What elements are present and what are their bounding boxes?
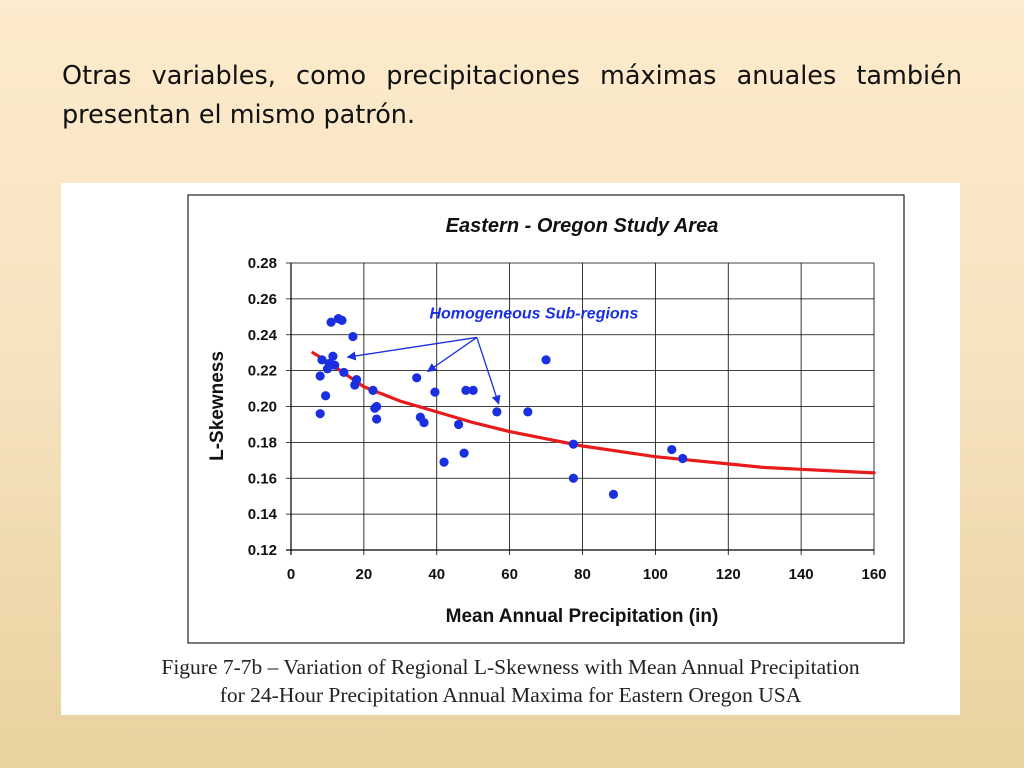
y-tick-label: 0.16 (248, 470, 277, 487)
data-point (372, 414, 382, 424)
data-point (348, 331, 358, 342)
caption-line-1: Figure 7-7b – Variation of Regional L-Sk… (161, 655, 860, 679)
annotation-arrow (346, 336, 477, 361)
data-point (330, 360, 340, 370)
annotation-layer: Homogeneous Sub-regions (346, 306, 638, 405)
annotation-label: Homogeneous Sub-regions (429, 306, 638, 323)
data-point (568, 473, 578, 483)
x-tick-label: 140 (789, 566, 814, 583)
data-point (321, 391, 331, 401)
data-point (372, 401, 382, 412)
caption-line-2: for 24-Hour Precipitation Annual Maxima … (219, 683, 802, 707)
data-point (339, 367, 349, 378)
chart-frame (187, 194, 905, 644)
data-point (492, 407, 502, 417)
y-tick-label: 0.12 (248, 542, 277, 559)
data-point (454, 419, 464, 430)
y-tick-label: 0.14 (248, 506, 278, 523)
data-point (419, 418, 429, 428)
annotation-arrow (476, 337, 501, 405)
data-point (568, 439, 578, 449)
x-axis-label: Mean Annual Precipitation (in) (446, 606, 719, 627)
data-point (468, 385, 478, 395)
data-point (326, 317, 336, 327)
data-point (459, 448, 469, 458)
data-point (315, 371, 325, 381)
y-axis-label: L-Skewness (207, 351, 228, 461)
data-point (351, 374, 362, 385)
x-tick-label: 120 (716, 566, 741, 583)
data-point (337, 315, 347, 325)
data-point (430, 387, 440, 397)
data-points-layer (315, 314, 688, 499)
grid-lines (286, 262, 875, 555)
data-point (315, 409, 325, 419)
x-tick-label: 60 (501, 566, 518, 583)
x-tick-label: 80 (574, 566, 591, 583)
y-tick-label: 0.26 (248, 291, 277, 308)
data-point (317, 355, 327, 365)
data-point (412, 373, 422, 383)
chart-title: Eastern - Oregon Study Area (446, 215, 719, 237)
data-point (678, 453, 688, 464)
figure-image: Eastern - Oregon Study Area Mean Annual … (61, 183, 960, 715)
y-tick-label: 0.28 (248, 255, 277, 272)
trend-curve (311, 351, 876, 475)
x-tick-label: 160 (861, 566, 886, 583)
x-tick-label: 100 (643, 566, 668, 583)
x-tick-label: 40 (428, 566, 445, 583)
y-tick-label: 0.20 (248, 399, 277, 416)
trend-curve-layer (311, 351, 876, 475)
x-tick-label: 20 (356, 566, 373, 583)
figure-caption: Figure 7-7b – Variation of Regional L-Sk… (61, 653, 960, 709)
slide-text-line-2: presentan el mismo patrón. (62, 100, 416, 130)
y-tick-label: 0.18 (248, 434, 277, 451)
y-tick-label: 0.22 (248, 363, 277, 380)
y-tick-label: 0.24 (248, 327, 278, 344)
slide-text-line-1: Otras variables, como precipitaciones má… (62, 61, 962, 91)
scatter-chart: Eastern - Oregon Study Area Mean Annual … (187, 194, 905, 644)
data-point (439, 457, 449, 467)
data-point (541, 355, 551, 365)
annotation-arrow (426, 336, 478, 373)
x-tick-label: 0 (287, 566, 295, 583)
data-point (523, 407, 533, 417)
data-point (368, 385, 378, 395)
data-point (461, 385, 471, 395)
slide-body-text: Otras variables, como precipitaciones má… (62, 57, 962, 135)
data-point (328, 351, 338, 361)
data-point (608, 489, 619, 499)
tick-labels: 0 20 40 60 80 100 120 140 160 0.12 0.14 0.16 0.18 0.2… (248, 255, 887, 583)
data-point (667, 444, 677, 455)
